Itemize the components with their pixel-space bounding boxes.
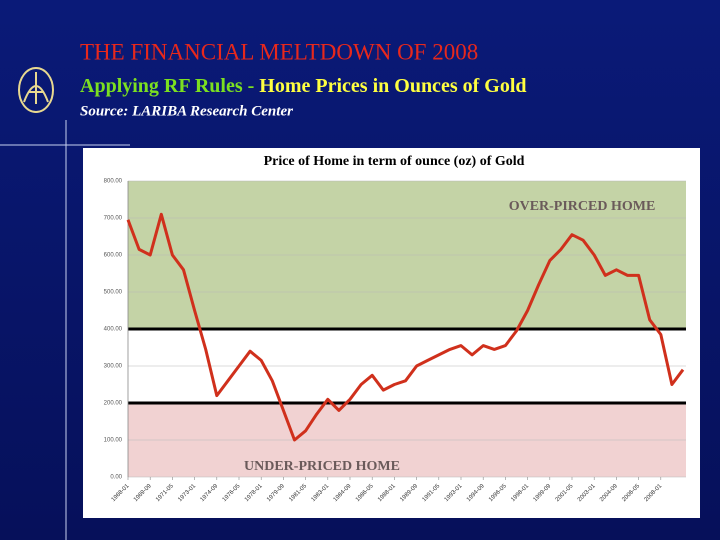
source: Source: LARIBA Research Center: [80, 103, 293, 119]
subtitle-part: Home Prices in Ounces of Gold: [259, 75, 526, 97]
y-tick-label: 400.00: [104, 327, 123, 333]
subtitle-part: Applying RF Rules -: [80, 75, 254, 97]
logo: [18, 67, 54, 113]
y-tick-label: 200.00: [104, 401, 123, 407]
chart-title: Price of Home in term of ounce (oz) of G…: [264, 154, 525, 169]
plot: 0.00 100.00 200.00 300.00 400.00 500.00 600.00…: [104, 179, 686, 503]
annotation: UNDER-PRICED HOME: [244, 459, 400, 474]
y-tick-label: 800.00: [104, 179, 123, 185]
y-tick-label: 300.00: [104, 364, 123, 370]
y-tick-label: 600.00: [104, 253, 123, 259]
slide-subtitle: Applying RF Rules - Home Prices in Ounce…: [80, 75, 527, 97]
y-tick-label: 0.00: [110, 475, 122, 481]
y-tick-label: 700.00: [104, 216, 123, 222]
y-tick-label: 500.00: [104, 290, 123, 296]
annotation: OVER-PIRCED HOME: [509, 199, 656, 214]
y-tick-label: 100.00: [104, 438, 123, 444]
slide-title: THE FINANCIAL MELTDOWN OF 2008: [80, 39, 478, 64]
data-line: [126, 212, 685, 442]
